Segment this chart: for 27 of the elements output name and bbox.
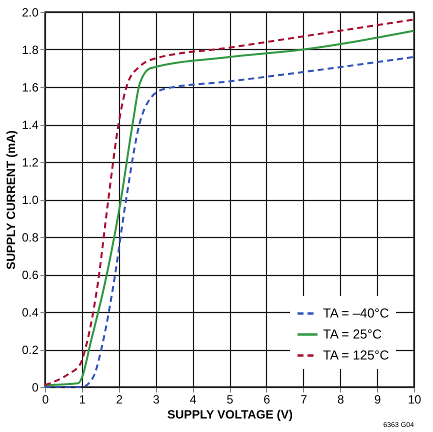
y-tick-label: 1.4 — [22, 118, 39, 132]
x-tick-label: 4 — [190, 392, 197, 406]
legend-label: TA = 25°C — [323, 326, 382, 342]
y-tick-label: 2.0 — [22, 6, 39, 20]
y-tick-label: 1.6 — [22, 80, 39, 94]
legend-label: TA = 125°C — [323, 348, 390, 362]
y-axis-title: SUPPLY CURRENT (mA) — [4, 130, 18, 270]
legend-label: TA = –40°C — [323, 306, 390, 320]
x-tick-label: 7 — [300, 392, 308, 406]
x-tick-label: 5 — [226, 392, 234, 406]
y-tick-label: 0 — [32, 380, 39, 394]
y-tick-label: 0.2 — [22, 343, 39, 357]
y-tick-label: 0.6 — [22, 268, 39, 282]
x-tick-label: 2 — [116, 392, 123, 406]
x-tick-label: 0 — [42, 392, 50, 406]
x-axis-title: SUPPLY VOLTAGE (V) — [167, 408, 293, 422]
y-tick-label: 1.0 — [22, 193, 39, 207]
x-tick-label: 3 — [152, 392, 160, 406]
x-tick-label: 8 — [337, 392, 344, 406]
y-tick-label: 1.2 — [22, 156, 39, 170]
x-tick-label: 9 — [374, 392, 382, 406]
y-tick-label: 1.8 — [22, 43, 39, 57]
x-tick-label: 6 — [264, 392, 271, 406]
y-tick-label: 0.4 — [22, 306, 39, 320]
x-tick-label: 1 — [79, 392, 86, 406]
y-tick-label: 0.8 — [22, 230, 39, 244]
x-tick-label: 10 — [408, 392, 422, 406]
